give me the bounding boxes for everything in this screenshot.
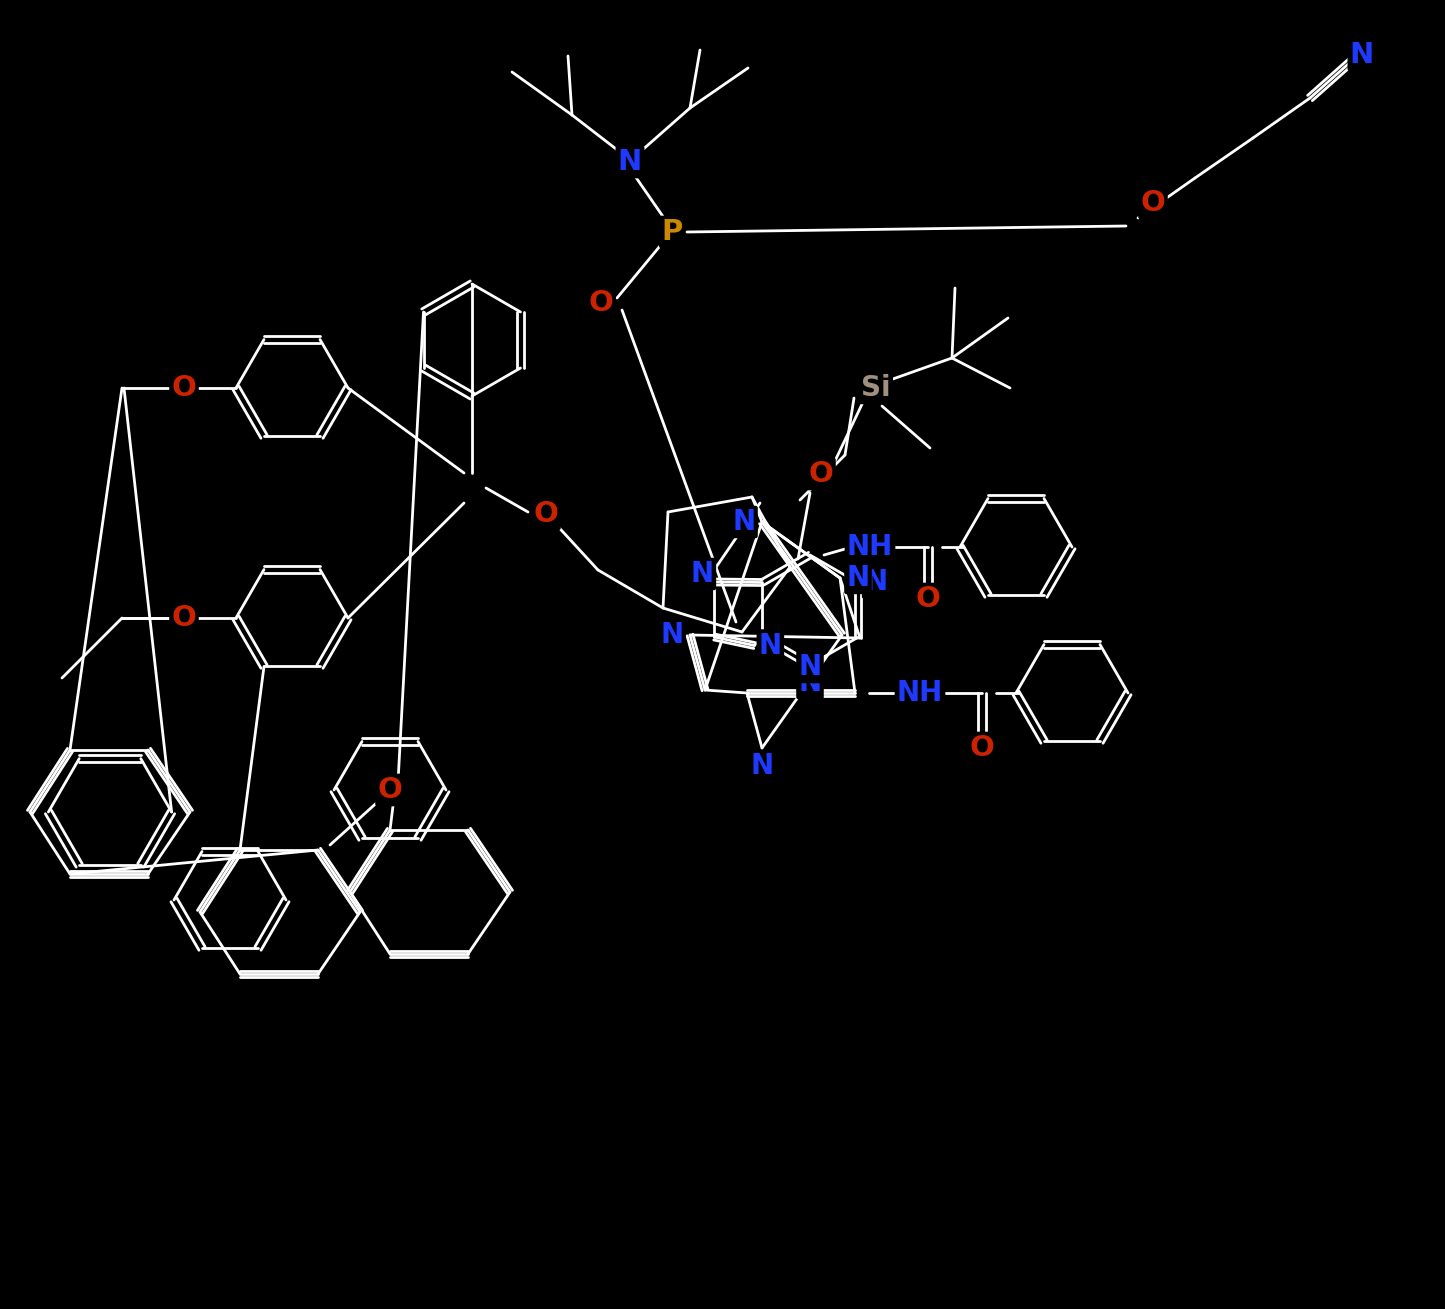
Text: N: N — [799, 669, 822, 696]
Text: NH: NH — [847, 533, 893, 562]
Text: NH: NH — [897, 679, 944, 707]
Text: N: N — [799, 653, 822, 681]
Text: N: N — [847, 564, 870, 592]
Text: N: N — [864, 568, 887, 597]
Text: O: O — [588, 289, 614, 317]
Text: Si: Si — [861, 374, 890, 402]
Text: O: O — [172, 603, 197, 632]
Text: N: N — [733, 508, 756, 535]
Text: N: N — [750, 751, 773, 780]
Text: O: O — [970, 734, 994, 762]
Text: N: N — [759, 631, 782, 660]
Text: N: N — [691, 560, 714, 588]
Text: O: O — [377, 776, 403, 804]
Text: P: P — [662, 219, 682, 246]
Text: O: O — [1140, 188, 1166, 217]
Text: O: O — [533, 500, 558, 528]
Text: N: N — [660, 620, 683, 649]
Text: N: N — [618, 148, 642, 175]
Text: O: O — [916, 585, 941, 613]
Text: N: N — [1350, 41, 1374, 69]
Text: O: O — [172, 374, 197, 402]
Text: O: O — [809, 459, 834, 488]
